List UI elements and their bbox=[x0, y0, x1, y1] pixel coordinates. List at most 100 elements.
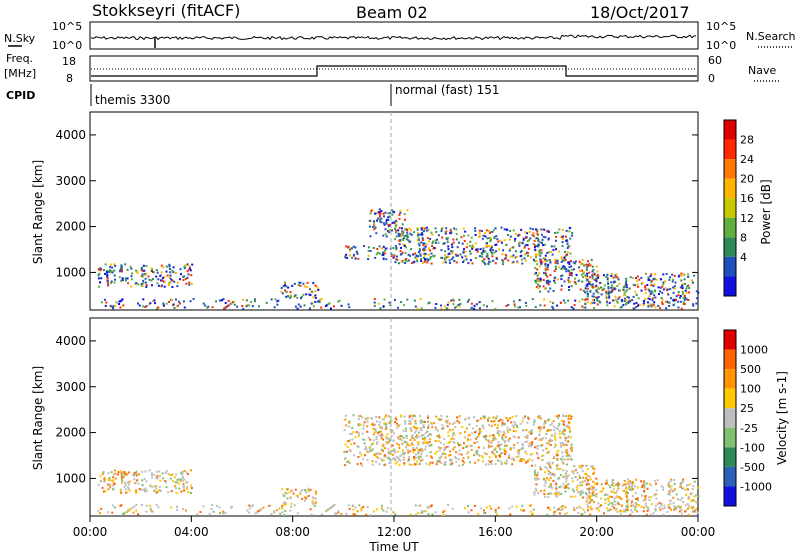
velocity-ground-cell bbox=[654, 509, 657, 512]
velocity-cell bbox=[570, 447, 572, 450]
velocity-cell bbox=[586, 488, 588, 490]
power-cell bbox=[124, 263, 127, 266]
velocity-cell bbox=[388, 415, 391, 418]
velocity-cell bbox=[447, 445, 450, 448]
velocity-cell bbox=[526, 436, 529, 439]
velocity-ground-cell bbox=[373, 510, 376, 513]
velocity-cell bbox=[578, 465, 581, 468]
velocity-cell bbox=[377, 431, 380, 434]
power-cell bbox=[186, 263, 189, 266]
velocity-cell bbox=[606, 493, 609, 496]
power-cell bbox=[565, 254, 568, 257]
velocity-cell bbox=[573, 490, 575, 493]
velocity-cell bbox=[396, 450, 399, 453]
power-cell bbox=[616, 276, 619, 279]
power-cell bbox=[188, 281, 191, 284]
velocity-ground-cell bbox=[202, 505, 205, 508]
power-ground-cell bbox=[683, 298, 686, 301]
power-cell bbox=[697, 291, 700, 294]
power-cell bbox=[547, 251, 550, 254]
power-ground-cell bbox=[473, 307, 476, 310]
power-cell bbox=[385, 218, 388, 221]
power-cell bbox=[388, 229, 391, 232]
velocity-cell bbox=[533, 471, 536, 474]
velocity-cell bbox=[534, 473, 536, 476]
power-cell bbox=[400, 246, 402, 249]
power-cell bbox=[673, 287, 676, 290]
velocity-cell bbox=[461, 460, 464, 462]
power-ground-cell bbox=[674, 298, 677, 301]
velocity-cell bbox=[482, 447, 485, 450]
velocity-cell bbox=[385, 426, 388, 429]
velocity-cell bbox=[588, 497, 591, 500]
velocity-cell bbox=[537, 478, 540, 480]
velocity-cell bbox=[467, 450, 470, 453]
velocity-cell bbox=[413, 431, 416, 434]
power-cell bbox=[413, 231, 416, 234]
power-cell bbox=[429, 238, 432, 240]
power-cell bbox=[592, 292, 595, 295]
power-cell bbox=[593, 299, 596, 302]
power-ground-cell bbox=[440, 304, 442, 307]
velocity-cell bbox=[627, 492, 629, 494]
velocity-cell bbox=[534, 437, 537, 440]
power-cell bbox=[380, 210, 383, 213]
velocity-ground-cell bbox=[123, 512, 125, 515]
velocity-cell bbox=[312, 497, 315, 500]
velocity-cell bbox=[445, 445, 448, 448]
velocity-cell bbox=[123, 485, 126, 488]
velocity-cell bbox=[534, 478, 537, 481]
velocity-cell bbox=[375, 416, 378, 418]
velocity-cell bbox=[439, 418, 442, 421]
power-cell bbox=[560, 278, 563, 281]
power-cell bbox=[566, 251, 569, 254]
velocity-cell bbox=[593, 471, 596, 474]
velocity-ground-cell bbox=[196, 513, 199, 516]
velocity-cell bbox=[145, 489, 148, 492]
power-cell bbox=[584, 274, 587, 277]
power-cell bbox=[432, 247, 434, 250]
velocity-cell bbox=[635, 498, 637, 501]
velocity-ground-cell bbox=[652, 512, 655, 515]
velocity-ground-cell bbox=[521, 504, 524, 507]
velocity-cell bbox=[398, 464, 401, 467]
velocity-cell bbox=[429, 451, 432, 454]
power-cell bbox=[545, 259, 548, 262]
velocity-cell bbox=[593, 468, 596, 471]
power-cell bbox=[546, 268, 549, 271]
power-cell bbox=[561, 259, 564, 262]
power-cell bbox=[162, 266, 165, 269]
velocity-cell bbox=[439, 447, 442, 450]
velocity-cell bbox=[554, 432, 557, 435]
freq-panel: Freq. [MHz] 18 8 60 0 Nave bbox=[4, 52, 780, 85]
velocity-cell bbox=[149, 485, 152, 488]
power-cell bbox=[644, 286, 647, 289]
power-cell bbox=[106, 281, 109, 284]
velocity-cell bbox=[345, 450, 348, 453]
velocity-cell bbox=[409, 450, 412, 453]
velocity-ground-cell bbox=[135, 504, 138, 506]
power-cell bbox=[509, 229, 512, 232]
velocity-cell bbox=[490, 424, 493, 427]
power-cell bbox=[508, 249, 511, 252]
power-ground-cell bbox=[633, 307, 636, 310]
velocity-cell bbox=[682, 487, 685, 490]
power-cell bbox=[502, 249, 504, 252]
power-ground-cell bbox=[206, 306, 209, 309]
velocity-cell bbox=[609, 486, 612, 489]
velocity-cell bbox=[673, 479, 676, 481]
velocity-cell bbox=[515, 415, 518, 417]
power-cell bbox=[680, 274, 683, 277]
velocity-ground-cell bbox=[546, 513, 549, 516]
power-ground-cell bbox=[491, 300, 494, 303]
velocity-cell bbox=[435, 450, 438, 453]
power-cell bbox=[380, 221, 383, 224]
power-cell bbox=[568, 289, 571, 291]
velocity-cell bbox=[389, 420, 392, 423]
power-cell bbox=[424, 258, 426, 261]
velocity-ground-cell bbox=[199, 511, 202, 513]
velocity-cell bbox=[640, 505, 643, 508]
power-cell bbox=[570, 268, 573, 271]
velocity-cell bbox=[350, 432, 353, 435]
power-ground-cell bbox=[245, 305, 248, 308]
